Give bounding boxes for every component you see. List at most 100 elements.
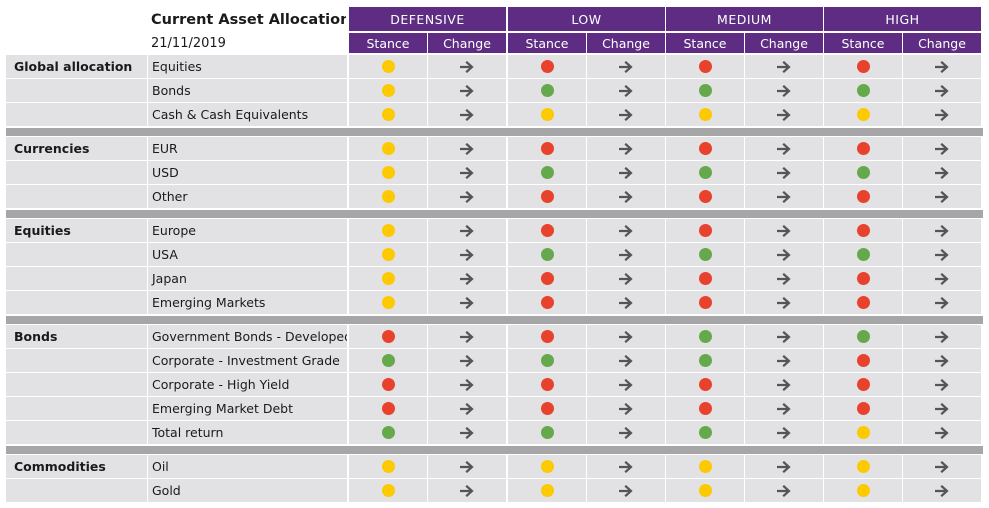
change-cell — [587, 103, 665, 126]
change-cell — [587, 79, 665, 102]
arrow-right-icon — [619, 402, 633, 415]
category-cell — [6, 349, 147, 372]
arrow-right-icon — [460, 142, 474, 155]
stance-red-dot — [698, 224, 712, 237]
arrow-right-icon — [777, 84, 791, 97]
stance-amber-dot — [856, 426, 870, 439]
stance-cell — [666, 79, 744, 102]
arrow-right-icon — [460, 224, 474, 237]
stance-cell — [508, 397, 586, 420]
stance-green-dot — [856, 330, 870, 343]
stance-amber-dot — [856, 460, 870, 473]
stance-red-dot — [540, 60, 554, 73]
stance-red-dot — [856, 402, 870, 415]
group-separator — [6, 128, 983, 136]
stance-red-dot — [381, 330, 395, 343]
arrow-right-icon — [460, 60, 474, 73]
arrow-right-icon — [935, 460, 949, 473]
stance-cell — [508, 479, 586, 502]
arrow-right-icon — [460, 330, 474, 343]
stance-cell — [824, 455, 902, 478]
arrow-right-icon — [619, 84, 633, 97]
arrow-right-icon — [460, 402, 474, 415]
stance-cell — [508, 349, 586, 372]
change-subheader: Change — [428, 33, 506, 53]
arrow-right-icon — [460, 84, 474, 97]
change-cell — [428, 325, 506, 348]
change-cell — [587, 219, 665, 242]
category-label: Global allocation — [6, 55, 147, 78]
group-separator — [6, 210, 983, 218]
category-label: Currencies — [6, 137, 147, 160]
arrow-right-icon — [460, 296, 474, 309]
stance-red-dot — [381, 402, 395, 415]
asset-label: Gold — [148, 479, 347, 502]
stance-cell — [508, 325, 586, 348]
category-cell — [6, 103, 147, 126]
stance-cell — [666, 55, 744, 78]
arrow-right-icon — [619, 60, 633, 73]
stance-cell — [349, 325, 427, 348]
asset-label: USA — [148, 243, 347, 266]
change-cell — [745, 79, 823, 102]
arrow-right-icon — [619, 354, 633, 367]
stance-cell — [824, 243, 902, 266]
stance-red-dot — [540, 402, 554, 415]
profile-header-defensive: DEFENSIVE — [349, 7, 506, 31]
category-cell — [6, 243, 147, 266]
stance-cell — [824, 161, 902, 184]
change-cell — [903, 325, 981, 348]
change-cell — [745, 267, 823, 290]
arrow-right-icon — [619, 166, 633, 179]
arrow-right-icon — [777, 142, 791, 155]
stance-red-dot — [856, 224, 870, 237]
stance-cell — [508, 185, 586, 208]
stance-amber-dot — [381, 460, 395, 473]
change-cell — [428, 219, 506, 242]
stance-green-dot — [381, 426, 395, 439]
stance-cell — [824, 373, 902, 396]
profile-header-medium: MEDIUM — [666, 7, 823, 31]
change-cell — [745, 373, 823, 396]
asset-label: Japan — [148, 267, 347, 290]
arrow-right-icon — [460, 426, 474, 439]
stance-red-dot — [856, 296, 870, 309]
stance-cell — [666, 455, 744, 478]
stance-subheader: Stance — [349, 33, 427, 53]
arrow-right-icon — [619, 484, 633, 497]
change-cell — [587, 185, 665, 208]
change-cell — [428, 291, 506, 314]
stance-red-dot — [856, 354, 870, 367]
arrow-right-icon — [777, 166, 791, 179]
category-cell — [6, 421, 147, 444]
stance-green-dot — [856, 248, 870, 261]
stance-cell — [824, 291, 902, 314]
arrow-right-icon — [935, 142, 949, 155]
change-cell — [903, 421, 981, 444]
stance-cell — [349, 55, 427, 78]
asset-label: EUR — [148, 137, 347, 160]
arrow-right-icon — [460, 272, 474, 285]
stance-red-dot — [698, 378, 712, 391]
change-cell — [745, 185, 823, 208]
arrow-right-icon — [777, 426, 791, 439]
stance-red-dot — [856, 142, 870, 155]
stance-green-dot — [698, 248, 712, 261]
stance-cell — [824, 219, 902, 242]
change-cell — [745, 349, 823, 372]
stance-green-dot — [540, 84, 554, 97]
stance-green-dot — [540, 166, 554, 179]
change-cell — [903, 397, 981, 420]
stance-cell — [349, 397, 427, 420]
stance-cell — [508, 243, 586, 266]
stance-cell — [824, 479, 902, 502]
stance-amber-dot — [698, 460, 712, 473]
arrow-right-icon — [460, 460, 474, 473]
stance-cell — [666, 373, 744, 396]
stance-cell — [666, 161, 744, 184]
arrow-right-icon — [777, 108, 791, 121]
stance-amber-dot — [381, 142, 395, 155]
stance-red-dot — [856, 60, 870, 73]
stance-red-dot — [540, 330, 554, 343]
change-cell — [903, 455, 981, 478]
